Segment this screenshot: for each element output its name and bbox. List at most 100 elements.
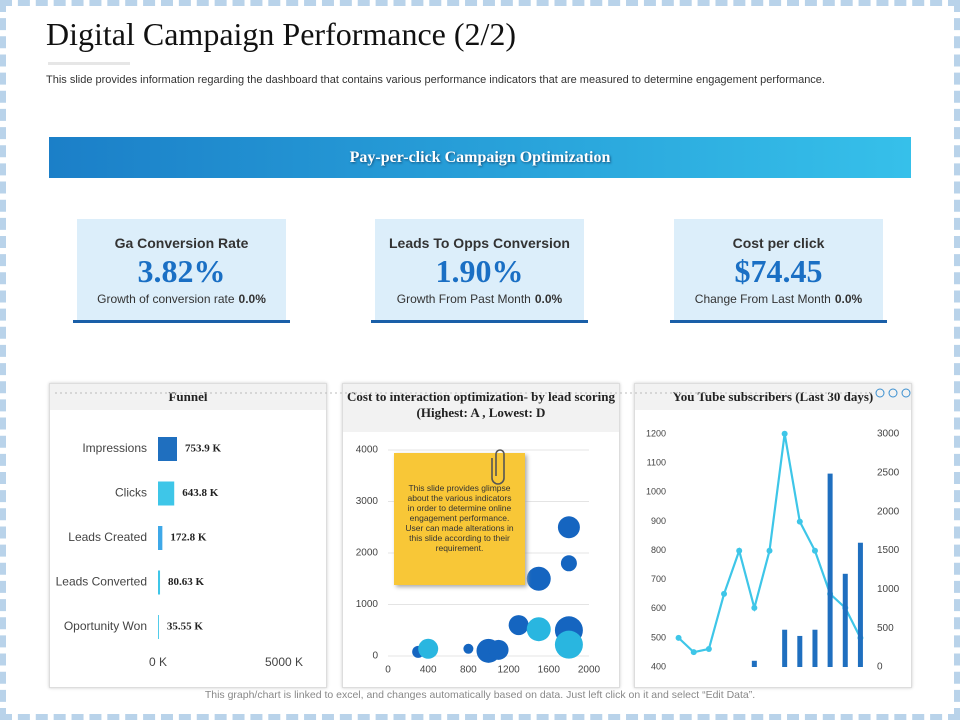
bubble xyxy=(554,630,583,659)
y2-tick-label: 3000 xyxy=(877,429,900,440)
clip xyxy=(491,449,505,485)
line-marker xyxy=(766,547,773,554)
chart: 0 1000 2000 3000 4000 0 400 800 1200 1600 2000 xyxy=(356,445,601,676)
footer: This graph/chart is linked to excel, and… xyxy=(204,689,756,701)
note-text: This slide provides glimpse about the va… xyxy=(405,483,514,553)
bar xyxy=(842,573,848,667)
bar xyxy=(751,660,757,667)
kpi-note: Change From Last Month 0.0% xyxy=(674,292,883,306)
y-tick-label: 2000 xyxy=(356,548,379,559)
bubble xyxy=(560,555,577,572)
title: Digital Campaign Performance (2/2) xyxy=(46,16,517,52)
category-label: Leads Created xyxy=(68,530,147,544)
x-tick-label: 800 xyxy=(460,665,477,676)
chart: 0 K 5000 K Impressions 753.9 K Clicks 643.8 K… xyxy=(56,437,303,669)
y-tick-label: 1100 xyxy=(647,458,666,468)
value-label: 753.9 K xyxy=(185,443,222,455)
kpi-note: Growth From Past Month 0.0% xyxy=(375,292,584,306)
bar xyxy=(782,629,788,667)
kpi-underline xyxy=(371,320,588,323)
y-tick-label: 500 xyxy=(651,632,666,642)
bar xyxy=(827,473,833,667)
x-tick-label: 400 xyxy=(420,665,437,676)
line-marker xyxy=(690,649,697,656)
x-tick-label: 1200 xyxy=(497,665,520,676)
decoration xyxy=(55,388,911,398)
chart-panel: Funnel 0 K 5000 K Impressions 753.9 K Clicks… xyxy=(49,383,327,688)
value-label: 172.8 K xyxy=(170,532,207,544)
bar xyxy=(158,481,175,506)
bubble xyxy=(463,643,474,654)
banner: Pay-per-click Campaign Optimization xyxy=(49,137,911,178)
y-tick-label: 1200 xyxy=(646,428,666,438)
chart-title: Cost to interaction optimization- by lea… xyxy=(343,384,619,432)
subtitle: This slide provides information regardin… xyxy=(46,74,825,86)
category-label: Oportunity Won xyxy=(64,619,147,633)
kpi-value: 3.82% xyxy=(137,253,226,289)
line xyxy=(677,433,862,654)
kpi-note-value: 0.0% xyxy=(834,292,863,306)
kpi-note-value: 0.0% xyxy=(534,292,563,306)
kpi-value: $74.45 xyxy=(734,253,823,289)
kpi-value: 1.90% xyxy=(435,253,524,289)
category-label: Impressions xyxy=(82,441,147,455)
line-marker xyxy=(781,430,788,437)
y-tick-label: 400 xyxy=(651,661,666,671)
value-label: 35.55 K xyxy=(167,621,204,633)
chart-panel: Cost to interaction optimization- by lea… xyxy=(342,383,620,688)
category-label: Clicks xyxy=(115,486,147,500)
y-tick-label: 0 xyxy=(372,651,378,662)
kpi-underline xyxy=(670,320,887,323)
line-marker xyxy=(721,590,728,597)
dot xyxy=(888,388,898,398)
title-rule xyxy=(48,62,130,65)
line-marker xyxy=(796,518,803,525)
x-tick-label: 0 K xyxy=(149,655,167,669)
bar xyxy=(158,526,163,550)
chart-panel: You Tube subscribers (Last 30 days) 400 5… xyxy=(634,383,912,688)
y-tick-label: 1000 xyxy=(646,487,666,497)
y-tick-label: 3000 xyxy=(356,496,379,507)
kpi-note-value: 0.0% xyxy=(238,292,266,306)
y-tick-label: 800 xyxy=(651,545,666,555)
y2-tick-label: 1000 xyxy=(877,584,900,595)
x-tick-label: 5000 K xyxy=(265,655,303,669)
kpi-label: Leads To Opps Conversion xyxy=(389,235,570,251)
x-tick-label: 0 xyxy=(385,665,391,676)
kpi-card: Cost per click $74.45 Change From Last M… xyxy=(674,219,883,322)
line-marker xyxy=(705,645,712,652)
line-marker xyxy=(751,604,758,611)
kpi-underline xyxy=(73,320,290,323)
y2-tick-label: 0 xyxy=(877,662,883,673)
bubble xyxy=(526,617,551,642)
chart-title: Funnel xyxy=(50,384,326,410)
kpi-label: Ga Conversion Rate xyxy=(114,235,249,251)
y2-tick-label: 2000 xyxy=(877,506,900,517)
y2-tick-label: 2500 xyxy=(877,467,900,478)
line-marker xyxy=(736,547,743,554)
bar xyxy=(797,635,803,667)
y2-tick-label: 1500 xyxy=(877,545,900,556)
y-tick-label: 600 xyxy=(651,603,666,613)
line-marker xyxy=(811,547,818,554)
kpi-note-text: Growth of conversion rate xyxy=(97,292,235,306)
line-marker xyxy=(675,634,682,641)
kpi-note-text: Change From Last Month xyxy=(694,292,831,306)
y-tick-label: 1000 xyxy=(356,599,379,610)
kpi-card: Ga Conversion Rate 3.82% Growth of conve… xyxy=(77,219,286,322)
bubble xyxy=(557,516,580,539)
kpi-label: Cost per click xyxy=(732,235,825,251)
bar xyxy=(158,570,161,595)
x-tick-label: 2000 xyxy=(578,665,601,676)
kpi-note-text: Growth From Past Month xyxy=(396,292,531,306)
chart: 400 500 600 700 800 900 1000 1100 1200 0 500 1000 15… xyxy=(646,428,900,673)
bar xyxy=(158,437,177,461)
paper-clip xyxy=(491,449,505,485)
sticky-note: This slide provides glimpse about the va… xyxy=(394,453,525,585)
kpi-note: Growth of conversion rate 0.0% xyxy=(77,292,286,306)
chart-title: You Tube subscribers (Last 30 days) xyxy=(635,384,911,410)
bar xyxy=(158,615,159,639)
y2-tick-label: 500 xyxy=(877,623,894,634)
